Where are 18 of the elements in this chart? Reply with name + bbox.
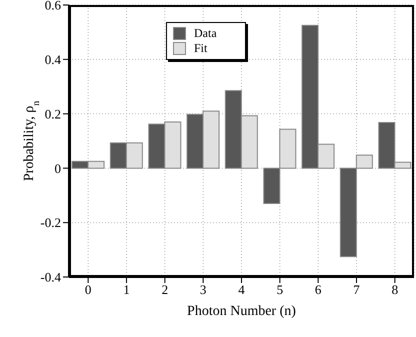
y-tick-label: 0.6 xyxy=(44,0,62,13)
legend-label: Fit xyxy=(194,41,208,56)
x-tick-label: 1 xyxy=(123,282,130,298)
x-tick-label: 5 xyxy=(276,282,284,298)
y-tick-label: -0.4 xyxy=(40,270,62,285)
y-tick-label: -0.2 xyxy=(40,215,61,230)
x-tick-label: 2 xyxy=(162,282,168,298)
x-axis-title: Photon Number (n) xyxy=(187,304,296,319)
x-tick-label: 8 xyxy=(392,282,398,298)
x-tick-label: 4 xyxy=(238,282,246,298)
x-tick-label: 3 xyxy=(200,282,206,298)
y-tick-label: 0.2 xyxy=(44,106,61,122)
y-tick-label: 0.4 xyxy=(44,52,62,68)
x-tick-label: 0 xyxy=(84,282,92,298)
x-tick-label: 6 xyxy=(314,282,322,298)
y-tick-label: 0 xyxy=(54,160,61,176)
legend-label: Data xyxy=(194,26,217,41)
x-tick-label: 7 xyxy=(353,282,360,298)
